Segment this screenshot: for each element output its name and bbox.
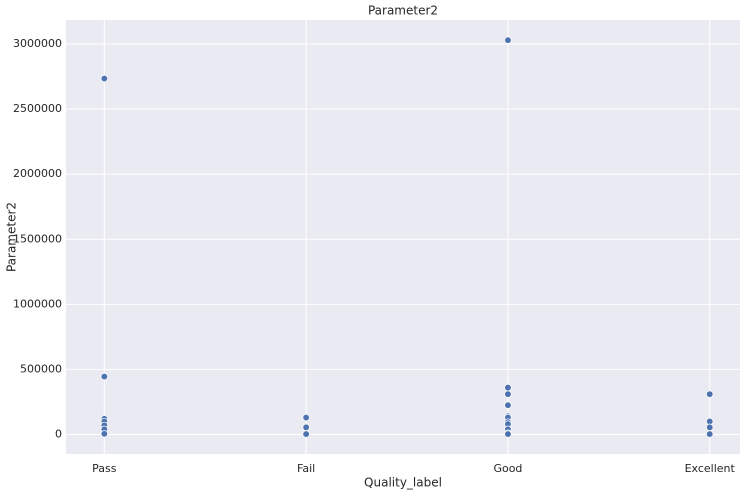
- y-axis-label: Parameter2: [5, 202, 19, 272]
- x-tick-label: Fail: [297, 462, 315, 475]
- point: [504, 401, 512, 409]
- y-tick-label: 2000000: [13, 167, 62, 180]
- point: [706, 390, 714, 398]
- point: [504, 36, 512, 44]
- y-tick-label: 2500000: [13, 102, 62, 115]
- point: [504, 390, 512, 398]
- point: [100, 372, 108, 381]
- point: [706, 423, 714, 431]
- y-tick-label: 500000: [20, 362, 62, 375]
- point: [302, 423, 310, 431]
- y-tick-label: 1500000: [13, 232, 62, 245]
- point: [302, 430, 310, 438]
- point: [302, 413, 310, 422]
- point: [706, 430, 714, 438]
- x-tick-label: Excellent: [685, 462, 736, 475]
- point: [504, 430, 512, 438]
- chart-title: Parameter2: [368, 4, 438, 18]
- y-tick-label: 0: [55, 427, 62, 440]
- point: [504, 383, 512, 392]
- plot-area: [66, 20, 740, 454]
- y-tick-label: 3000000: [13, 37, 62, 50]
- x-tick-label: Good: [493, 462, 522, 475]
- y-tick-label: 1000000: [13, 297, 62, 310]
- x-tick-label: Pass: [92, 462, 117, 475]
- point: [100, 430, 108, 438]
- x-axis-label: Quality_label: [364, 476, 442, 490]
- point: [100, 74, 108, 83]
